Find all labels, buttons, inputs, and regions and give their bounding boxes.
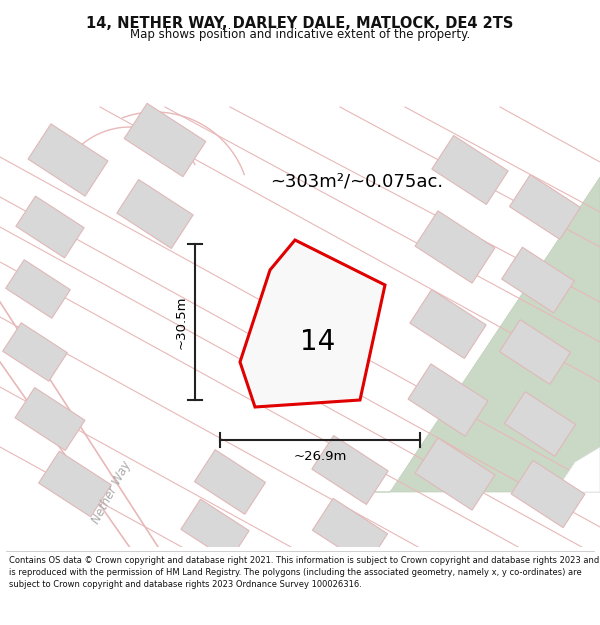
Polygon shape (312, 436, 388, 504)
Text: 14, NETHER WAY, DARLEY DALE, MATLOCK, DE4 2TS: 14, NETHER WAY, DARLEY DALE, MATLOCK, DE… (86, 16, 514, 31)
Text: ~30.5m: ~30.5m (175, 295, 187, 349)
Polygon shape (124, 103, 206, 177)
Text: ~303m²/~0.075ac.: ~303m²/~0.075ac. (270, 173, 443, 191)
Polygon shape (2, 322, 67, 381)
Polygon shape (502, 247, 574, 313)
Polygon shape (499, 320, 571, 384)
Text: Nether Way: Nether Way (90, 458, 134, 526)
Text: Contains OS data © Crown copyright and database right 2021. This information is : Contains OS data © Crown copyright and d… (9, 556, 599, 589)
Text: ~26.9m: ~26.9m (293, 449, 347, 462)
Polygon shape (505, 392, 575, 456)
Polygon shape (240, 240, 385, 407)
Text: 14: 14 (301, 328, 335, 356)
Polygon shape (432, 136, 508, 204)
Polygon shape (16, 196, 84, 258)
Polygon shape (5, 260, 70, 318)
Polygon shape (15, 388, 85, 451)
Polygon shape (28, 124, 108, 196)
Polygon shape (410, 289, 486, 359)
Polygon shape (511, 461, 585, 528)
Polygon shape (415, 211, 495, 283)
Polygon shape (313, 498, 388, 566)
Polygon shape (555, 447, 600, 492)
Polygon shape (194, 450, 266, 514)
Polygon shape (360, 177, 600, 492)
Text: Map shows position and indicative extent of the property.: Map shows position and indicative extent… (130, 28, 470, 41)
Polygon shape (408, 364, 488, 436)
Polygon shape (509, 175, 581, 239)
Polygon shape (38, 451, 112, 517)
Polygon shape (117, 179, 193, 249)
Polygon shape (181, 499, 249, 561)
Polygon shape (415, 438, 495, 510)
